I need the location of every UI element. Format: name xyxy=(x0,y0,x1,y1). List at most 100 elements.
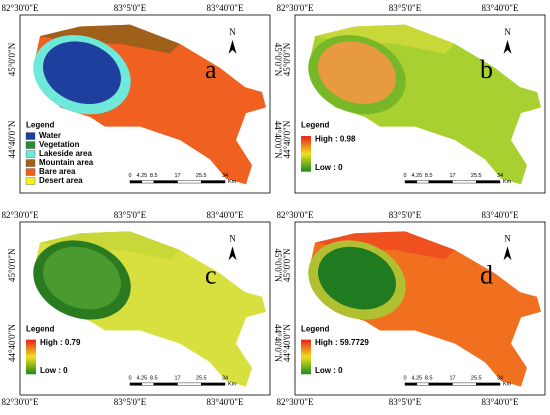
scale-label: 4.25 xyxy=(412,173,423,179)
scale-label: 25.5 xyxy=(471,375,482,381)
legend-label: Bare area xyxy=(39,167,76,176)
lat-label-left: 44°40'0"N xyxy=(7,120,17,158)
scale-label: 0 xyxy=(128,375,131,381)
scale-label: 34 xyxy=(222,375,228,381)
lon-label-top: 83°40'0"E xyxy=(207,210,244,220)
upper-zone xyxy=(315,24,455,54)
north-arrow xyxy=(228,39,237,54)
scale-label: 8.5 xyxy=(425,375,433,381)
scale-segment xyxy=(476,382,501,386)
scale-label: 34 xyxy=(497,375,503,381)
upper-zone xyxy=(40,24,180,54)
north-arrow xyxy=(503,246,512,261)
scale-segment xyxy=(153,382,178,386)
legend-swatch xyxy=(25,141,36,149)
north-arrow xyxy=(228,246,237,261)
lake xyxy=(43,41,121,105)
lon-label-bottom: 83°40'0"E xyxy=(482,397,519,407)
upper-zone xyxy=(315,231,455,260)
lat-label-right: 45°0'0"N xyxy=(273,249,283,283)
lon-label-top: 83°40'0"E xyxy=(207,3,244,13)
lon-label-top: 83°5'0"E xyxy=(114,3,147,13)
north-label: N xyxy=(504,27,511,37)
scale-label: 4.25 xyxy=(137,173,148,179)
scale-label: 8.5 xyxy=(425,173,433,179)
scale-label: 4.25 xyxy=(412,375,423,381)
legend-low: Low : 0 xyxy=(315,366,343,375)
lat-label-right: 44°40'0"N xyxy=(273,121,283,159)
scale-segment xyxy=(428,180,453,184)
scale-label: 25.5 xyxy=(471,173,482,179)
legend-swatch xyxy=(25,150,36,158)
lon-label-bottom: 82°30'0"E xyxy=(2,397,39,407)
legend-title: Legend xyxy=(301,120,330,129)
scale-segment xyxy=(416,180,429,184)
scale-segment xyxy=(141,382,154,386)
scale-label: 34 xyxy=(222,173,228,179)
lon-label-top: 83°5'0"E xyxy=(389,210,422,220)
lon-label-top: 82°30'0"E xyxy=(277,210,314,220)
scale-segment xyxy=(404,382,418,386)
legend-label: Vegetation xyxy=(39,140,80,149)
scale-segment xyxy=(404,180,418,184)
scale-label: 17 xyxy=(449,375,455,381)
lon-label-bottom: 83°5'0"E xyxy=(389,397,422,407)
lat-label-right: 45°0'0"N xyxy=(273,43,283,77)
scale-label: 17 xyxy=(449,173,455,179)
lon-label-top: 83°5'0"E xyxy=(114,210,147,220)
scale-segment xyxy=(428,382,453,386)
north-label: N xyxy=(229,233,236,243)
legend-label: Desert area xyxy=(39,176,83,185)
panel-letter: d xyxy=(480,260,493,289)
legend-ramp xyxy=(301,136,311,172)
scale-label: 8.5 xyxy=(150,375,158,381)
scale-segment xyxy=(177,382,202,386)
lat-label-right: 44°40'0"N xyxy=(548,121,550,159)
scale-segment xyxy=(201,180,226,184)
lat-label-left: 45°0'0"N xyxy=(7,248,17,282)
scale-segment xyxy=(476,180,501,184)
scale-label: 8.5 xyxy=(150,173,158,179)
lon-label-top: 83°5'0"E xyxy=(389,3,422,13)
scale-label: 0 xyxy=(403,173,406,179)
scale-unit: Km xyxy=(503,179,512,185)
lake xyxy=(318,246,396,310)
scale-label: 17 xyxy=(174,173,180,179)
legend-high: High : 0.98 xyxy=(315,135,356,144)
legend-low: Low : 0 xyxy=(315,163,343,172)
map-panel: d N Legend High : 59.7729 Low : 0 0 4.25 8.5 17 2… xyxy=(294,221,546,396)
legend-swatch xyxy=(25,132,36,140)
legend-ramp xyxy=(301,339,311,375)
lon-label-bottom: 83°5'0"E xyxy=(114,397,147,407)
scale-segment xyxy=(153,180,178,184)
scale-label: 0 xyxy=(128,173,131,179)
legend-title: Legend xyxy=(26,324,55,333)
lon-label-top: 83°40'0"E xyxy=(482,210,519,220)
lat-label-right: 44°40'0"N xyxy=(548,324,550,362)
lat-label-right: 45°0'0"N xyxy=(548,43,550,77)
scale-segment xyxy=(452,180,477,184)
lake xyxy=(43,246,121,310)
lake xyxy=(318,41,396,105)
north-arrow xyxy=(503,39,512,54)
scale-segment xyxy=(177,180,202,184)
scale-label: 0 xyxy=(403,375,406,381)
lat-label-left: 44°40'0"N xyxy=(7,324,17,362)
lat-label-left: 44°40'0"N xyxy=(282,120,292,158)
legend-high: High : 59.7729 xyxy=(315,338,369,347)
scale-segment xyxy=(452,382,477,386)
lat-label-left: 44°40'0"N xyxy=(282,324,292,362)
legend-label: Water xyxy=(39,131,61,140)
lat-label-right: 45°0'0"N xyxy=(548,249,550,283)
lon-label-top: 82°30'0"E xyxy=(2,3,39,13)
map-panel: c N Legend High : 0.79 Low : 0 0 4.25 8.5 17 25.5… xyxy=(19,221,271,396)
lon-label-top: 82°30'0"E xyxy=(2,210,39,220)
scale-label: 4.25 xyxy=(137,375,148,381)
scale-label: 17 xyxy=(174,375,180,381)
panel-letter: b xyxy=(480,55,493,84)
scale-segment xyxy=(129,382,143,386)
legend-title: Legend xyxy=(301,324,330,333)
legend-swatch xyxy=(25,177,36,185)
scale-unit: Km xyxy=(503,381,512,387)
